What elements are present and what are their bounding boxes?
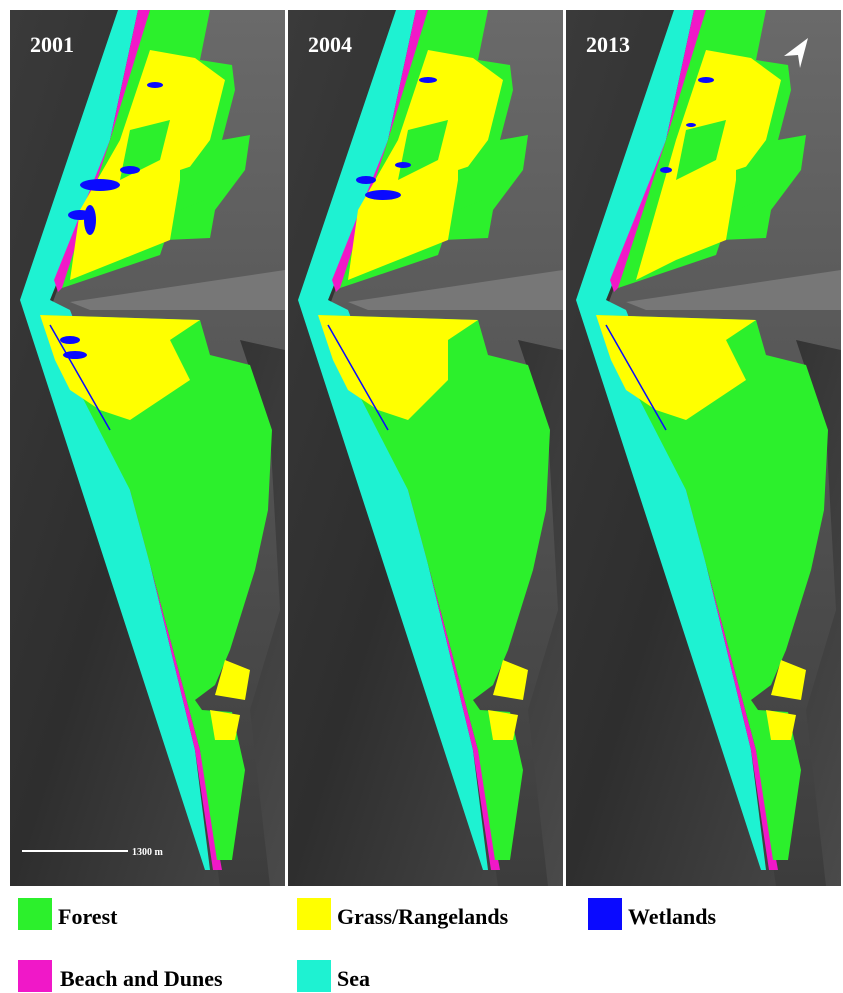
scale-bar-label: 1300 m [132, 847, 164, 858]
legend-label: Forest [58, 904, 118, 929]
legend-label: Sea [337, 966, 370, 991]
year-label: 2001 [30, 32, 74, 57]
wetland-patch [698, 77, 714, 83]
wetland-patch [686, 123, 696, 127]
figure: 2001 2004 2013 1300 m Forest Grass/Rangelands… [0, 0, 843, 993]
map-panel: 2001 [10, 10, 285, 886]
wetland-patch [80, 179, 120, 191]
wetland-patch [84, 205, 96, 235]
legend-label: Wetlands [628, 904, 716, 929]
legend-label: Beach and Dunes [60, 966, 223, 991]
wetland-patch [120, 166, 140, 174]
legend-swatch [18, 960, 52, 992]
legend-swatch [297, 960, 331, 992]
wetland-patch [395, 162, 411, 168]
wetland-patch [365, 190, 401, 200]
wetland-patch [147, 82, 163, 88]
legend-swatch [18, 898, 52, 930]
legend-swatch [588, 898, 622, 930]
wetland-patch [356, 176, 376, 184]
wetland-patch [660, 167, 672, 173]
map-panel: 2004 [288, 10, 563, 886]
map-panel: 2013 [566, 10, 841, 886]
legend-swatch [297, 898, 331, 930]
legend-label: Grass/Rangelands [337, 904, 509, 929]
wetland-patch [419, 77, 437, 83]
year-label: 2004 [308, 32, 352, 57]
wetland-patch [60, 336, 80, 344]
year-label: 2013 [586, 32, 630, 57]
